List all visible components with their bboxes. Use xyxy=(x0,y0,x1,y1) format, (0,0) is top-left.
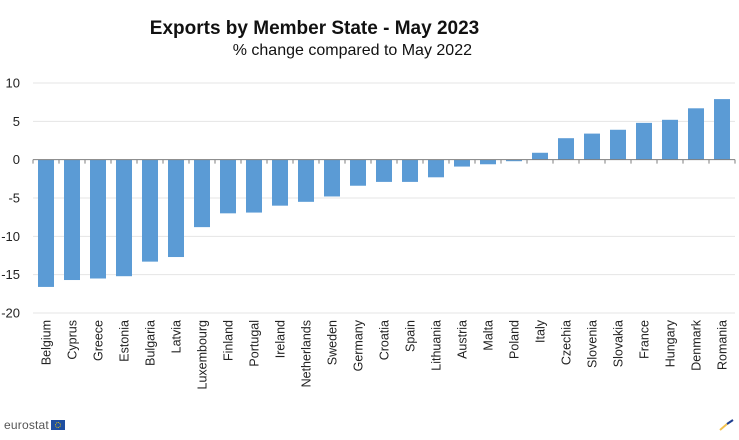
bar-spain xyxy=(402,159,418,182)
bar-netherlands xyxy=(298,159,314,202)
bar-estonia xyxy=(116,159,132,277)
x-category-label: Belgium xyxy=(40,320,54,365)
y-tick-label: 0 xyxy=(13,152,20,167)
bar-latvia xyxy=(168,159,184,258)
bar-lithuania xyxy=(428,159,444,178)
x-category-label: Lithuania xyxy=(430,320,444,371)
x-category-label: Romania xyxy=(716,320,730,370)
gridlines xyxy=(33,82,735,314)
y-tick-label: -15 xyxy=(1,267,20,282)
bar-cyprus xyxy=(64,159,80,281)
x-category-label: Germany xyxy=(352,319,366,371)
bars xyxy=(38,99,730,287)
x-category-label: Slovakia xyxy=(612,320,626,367)
bar-poland xyxy=(506,159,522,162)
x-category-label: Italy xyxy=(534,319,548,343)
bar-croatia xyxy=(376,159,392,182)
bar-slovakia xyxy=(610,129,626,160)
bar-luxembourg xyxy=(194,159,210,228)
bar-denmark xyxy=(688,108,704,160)
eurostat-logo-text: eurostat xyxy=(4,418,49,432)
bar-italy xyxy=(532,152,548,160)
bar-france xyxy=(636,122,652,160)
bar-ireland xyxy=(272,159,288,206)
x-category-label: Ireland xyxy=(274,320,288,358)
x-category-label: Austria xyxy=(456,320,470,359)
x-category-label: Sweden xyxy=(326,320,340,365)
x-category-label: Hungary xyxy=(664,319,678,367)
chart-title: Exports by Member State - May 2023 xyxy=(149,18,480,39)
chart-subtitle-text: % change compared to May 2022 xyxy=(232,42,472,59)
x-category-label: Estonia xyxy=(118,320,132,362)
bar-slovenia xyxy=(584,133,600,160)
x-category-label: France xyxy=(638,320,652,359)
y-tick-label: -10 xyxy=(1,229,20,244)
x-category-label: Denmark xyxy=(690,319,704,370)
bar-finland xyxy=(220,159,236,214)
x-category-label: Cyprus xyxy=(66,320,80,360)
y-tick-label: -5 xyxy=(8,191,20,206)
bar-austria xyxy=(454,159,470,167)
x-category-label: Slovenia xyxy=(586,320,600,368)
bar-sweden xyxy=(324,159,340,197)
x-axis-labels: Belgium Cyprus Greece Estonia Bulgaria Latvia… xyxy=(40,319,730,389)
x-category-label: Czechia xyxy=(560,320,574,365)
bar-portugal xyxy=(246,159,262,213)
x-category-label: Poland xyxy=(508,320,522,359)
bar-germany xyxy=(350,159,366,186)
x-category-label: Spain xyxy=(404,320,418,352)
bar-czechia xyxy=(558,138,574,160)
x-category-label: Croatia xyxy=(378,320,392,360)
x-category-label: Portugal xyxy=(248,320,262,367)
x-category-label: Greece xyxy=(92,320,106,361)
bar-malta xyxy=(480,159,496,165)
y-axis-ticks: 10 5 0 -5 -10 -15 -20 xyxy=(1,76,20,321)
bar-romania xyxy=(714,99,730,160)
eurostat-logo: eurostat xyxy=(4,418,65,432)
bar-bulgaria xyxy=(142,159,158,262)
y-tick-label: -20 xyxy=(1,306,20,321)
pencil-icon xyxy=(719,419,734,431)
x-category-label: Latvia xyxy=(170,320,184,353)
bar-hungary xyxy=(662,119,678,160)
bar-chart: 10 5 0 -5 -10 -15 -20 Belgium Cyprus Greece Eston… xyxy=(1,76,736,390)
x-category-label: Finland xyxy=(222,320,236,361)
x-category-label: Luxembourg xyxy=(196,320,210,390)
bar-greece xyxy=(90,159,106,279)
x-category-label: Malta xyxy=(482,320,496,351)
x-category-label: Netherlands xyxy=(300,320,314,387)
x-category-label: Bulgaria xyxy=(144,320,158,366)
bar-belgium xyxy=(38,159,54,287)
eu-flag-icon xyxy=(50,420,65,430)
y-tick-label: 10 xyxy=(6,76,20,91)
y-tick-label: 5 xyxy=(13,114,20,129)
x-axis xyxy=(32,159,736,164)
